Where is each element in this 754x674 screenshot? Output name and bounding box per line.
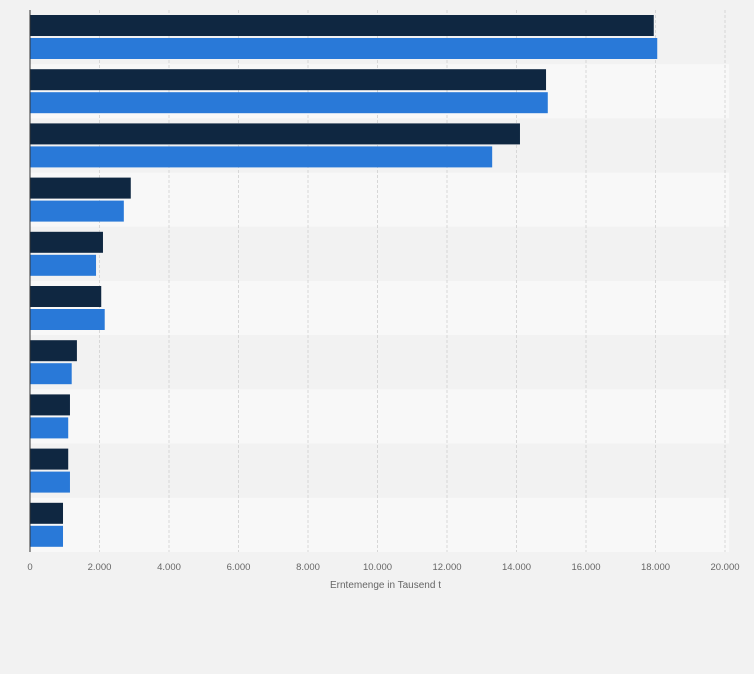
bar-series2 xyxy=(30,417,69,439)
row-band xyxy=(30,172,729,227)
bar-series1 xyxy=(30,231,103,253)
x-tick-label: 2.000 xyxy=(88,562,112,573)
x-tick-label: 6.000 xyxy=(227,562,251,573)
bar-series2 xyxy=(30,525,64,547)
bar-series1 xyxy=(30,340,77,362)
row-band xyxy=(30,281,729,336)
bar-series1 xyxy=(30,448,69,470)
x-tick-label: 16.000 xyxy=(571,562,600,573)
row-band xyxy=(30,497,729,552)
x-tick-label: 20.000 xyxy=(710,562,739,573)
x-tick-label: 4.000 xyxy=(157,562,181,573)
x-tick-label: 14.000 xyxy=(502,562,531,573)
x-axis-label: Erntemenge in Tausend t xyxy=(330,580,441,591)
bar-series2 xyxy=(30,363,72,385)
bar-series2 xyxy=(30,200,124,222)
bar-series1 xyxy=(30,286,102,307)
bars xyxy=(30,15,658,547)
x-tick-label: 8.000 xyxy=(296,562,320,573)
bar-series2 xyxy=(30,471,70,493)
bar-series2 xyxy=(30,92,548,114)
row-band xyxy=(30,443,729,498)
x-tick-label: 12.000 xyxy=(432,562,461,573)
row-band xyxy=(30,335,729,390)
bar-series1 xyxy=(30,123,520,145)
bar-series1 xyxy=(30,15,654,36)
x-tick-label: 0 xyxy=(27,562,32,573)
row-band xyxy=(30,226,729,281)
bar-series2 xyxy=(30,309,105,330)
x-tick-label: 10.000 xyxy=(363,562,392,573)
bar-series2 xyxy=(30,146,493,168)
bar-series1 xyxy=(30,69,547,91)
row-band xyxy=(30,389,729,444)
bar-series2 xyxy=(30,254,97,276)
bar-series2 xyxy=(30,38,658,59)
bar-series1 xyxy=(30,177,131,199)
x-tick-label: 18.000 xyxy=(641,562,670,573)
x-tick-labels: 0 2.000 4.000 6.000 8.000 10.000 12.000 14.000 1… xyxy=(27,562,739,573)
bar-series1 xyxy=(30,394,70,416)
bar-series1 xyxy=(30,502,64,524)
row-bands xyxy=(30,10,729,552)
